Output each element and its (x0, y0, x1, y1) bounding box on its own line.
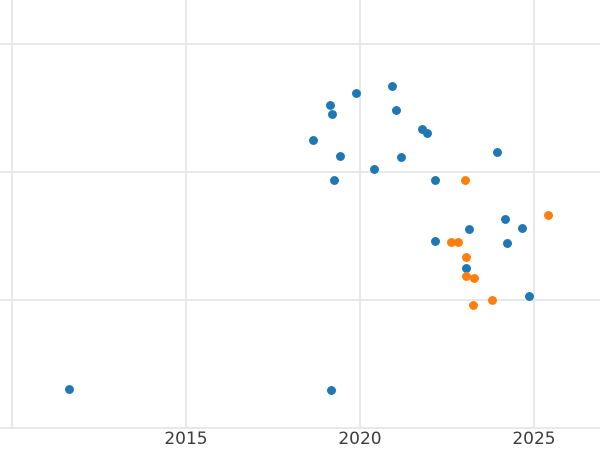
gridline-horizontal-2 (0, 171, 600, 173)
scatter-point-orange (461, 253, 471, 263)
scatter-point-blue (387, 81, 397, 91)
scatter-point-blue (431, 236, 441, 246)
gridline-vertical-2015 (185, 0, 187, 428)
scatter-point-blue (308, 135, 318, 145)
scatter-point-blue (517, 223, 527, 233)
gridline-vertical-2025 (533, 0, 535, 428)
scatter-point-blue (524, 291, 534, 301)
scatter-point-blue (431, 176, 441, 186)
scatter-point-blue (418, 125, 428, 135)
scatter-point-blue (492, 148, 502, 158)
x-tick-label-2025: 2025 (512, 429, 556, 449)
scatter-point-blue (392, 106, 402, 116)
scatter-point-blue (327, 109, 337, 119)
scatter-point-blue (503, 239, 513, 249)
scatter-point-blue (500, 214, 510, 224)
scatter-point-blue (352, 89, 362, 99)
gridline-horizontal-3 (0, 43, 600, 45)
scatter-point-orange (460, 176, 470, 186)
scatter-point-orange (453, 237, 463, 247)
scatter-point-blue (326, 386, 336, 396)
scatter-point-blue (64, 385, 74, 395)
scatter-point-blue (462, 263, 472, 273)
scatter-point-orange (447, 237, 457, 247)
scatter-point-blue (423, 129, 433, 139)
scatter-point-orange (461, 272, 471, 282)
scatter-point-orange (544, 211, 554, 221)
scatter-point-blue (335, 152, 345, 162)
x-tick-label-2015: 2015 (164, 429, 208, 449)
gridline-vertical-2010 (11, 0, 13, 428)
scatter-point-blue (370, 164, 380, 174)
scatter-point-blue (325, 100, 335, 110)
gridline-horizontal-1 (0, 299, 600, 301)
scatter-point-orange (488, 295, 498, 305)
scatter-point-blue (396, 153, 406, 163)
scatter-point-blue (330, 176, 340, 186)
scatter-point-orange (468, 300, 478, 310)
scatter-point-orange (470, 273, 480, 283)
scatter-point-blue (465, 225, 475, 235)
gridline-horizontal-0 (0, 427, 600, 429)
x-tick-label-2020: 2020 (338, 429, 382, 449)
gridline-vertical-2020 (359, 0, 361, 428)
